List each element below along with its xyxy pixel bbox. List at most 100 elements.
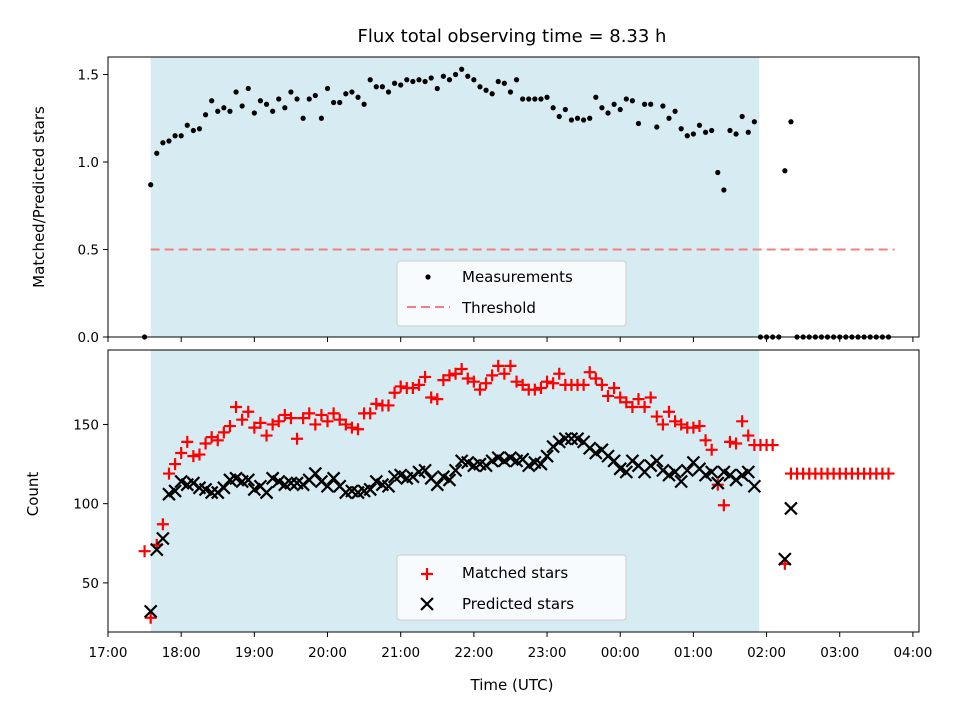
y-axis-label-top: Matched/Predicted stars xyxy=(30,106,48,288)
matched-star-point xyxy=(364,407,377,420)
measurement-point xyxy=(257,98,264,104)
measurement-point xyxy=(654,124,660,130)
measurement-point xyxy=(788,119,794,125)
predicted-star-point xyxy=(747,479,762,494)
predicted-star-point xyxy=(668,465,682,479)
measurement-point xyxy=(702,129,709,135)
x-tick-label: 23:00 xyxy=(528,645,567,661)
predicted-star-point xyxy=(778,552,792,566)
measurement-point xyxy=(324,85,331,92)
measurement-point xyxy=(507,89,514,95)
measurement-point xyxy=(367,77,373,83)
chart-title: Flux total observing time = 8.33 h xyxy=(358,26,667,47)
measurement-point xyxy=(373,84,379,90)
measurement-point xyxy=(233,89,239,95)
y-tick-label: 100 xyxy=(73,497,99,513)
matched-star-point xyxy=(699,434,712,447)
matched-star-point xyxy=(278,408,291,421)
matched-star-point xyxy=(669,415,682,428)
plot-frame-bottom xyxy=(107,349,920,633)
measurement-point xyxy=(471,77,477,83)
matched-star-point xyxy=(388,386,401,399)
flux-ratio-panel: 0.0 0.5 1.0 1.5 Matched/Predicted stars Mea… xyxy=(30,56,920,346)
matched-star-point xyxy=(656,418,669,431)
matched-star-point xyxy=(303,407,316,420)
x-tick-label: 01:00 xyxy=(674,645,713,661)
predicted-star-point xyxy=(418,463,432,478)
legend-marker-predicted xyxy=(420,597,434,611)
measurement-point xyxy=(221,105,227,111)
matched-star-point xyxy=(205,431,218,444)
measurement-point xyxy=(391,80,398,86)
predicted-star-point xyxy=(448,463,463,478)
measurement-point xyxy=(178,133,184,139)
matched-star-point xyxy=(291,432,304,445)
measurement-point xyxy=(526,96,532,102)
measurement-point xyxy=(166,138,172,144)
measurement-point xyxy=(489,91,495,97)
predicted-star-point xyxy=(442,473,457,487)
matched-stars-series xyxy=(138,359,895,624)
measurement-point xyxy=(209,98,215,104)
y-axis-ticks-bottom: 50 100 150 xyxy=(73,417,108,592)
predicted-star-point xyxy=(156,531,170,546)
matched-star-point xyxy=(352,423,365,436)
matched-star-point xyxy=(534,382,547,395)
predicted-star-point xyxy=(430,477,445,492)
matched-star-point xyxy=(272,415,285,428)
predicted-star-point xyxy=(534,457,548,471)
matched-star-point xyxy=(315,408,328,421)
matched-star-point xyxy=(327,407,340,420)
matched-star-point xyxy=(181,435,194,448)
measurement-point xyxy=(306,96,312,102)
predicted-star-point xyxy=(259,485,274,500)
matched-star-point xyxy=(175,446,188,459)
measurement-point xyxy=(574,115,581,121)
measurement-point xyxy=(422,78,428,85)
matched-star-point xyxy=(498,367,511,380)
measurement-point xyxy=(782,168,788,174)
predicted-star-point xyxy=(284,476,298,490)
x-tick-label: 18:00 xyxy=(162,645,201,661)
matched-star-point xyxy=(577,378,590,391)
measurement-point xyxy=(251,110,257,116)
matched-star-point xyxy=(242,405,255,418)
matched-star-point xyxy=(254,416,267,429)
measurement-point xyxy=(440,73,446,79)
x-tick-label: 02:00 xyxy=(747,645,786,661)
measurement-point xyxy=(385,89,392,95)
measurement-point xyxy=(227,108,233,114)
legend-marker-measurements xyxy=(425,274,431,280)
measurement-point xyxy=(172,133,178,139)
matched-star-point xyxy=(541,375,554,388)
matched-star-point xyxy=(309,418,322,431)
measurement-point xyxy=(416,77,422,83)
matched-star-point xyxy=(608,382,621,395)
predicted-star-point xyxy=(363,482,377,497)
measurement-point xyxy=(751,119,757,125)
matched-star-point xyxy=(614,391,627,404)
predicted-stars-series xyxy=(143,431,798,619)
predicted-star-point xyxy=(710,476,725,490)
legend-top: Measurements Threshold xyxy=(396,260,627,327)
measurement-point xyxy=(520,96,526,102)
predicted-star-point xyxy=(607,454,621,468)
matched-star-point xyxy=(553,367,566,380)
matched-star-point xyxy=(492,359,505,372)
measurement-point xyxy=(361,101,367,107)
measurement-point xyxy=(300,115,306,121)
predicted-star-point xyxy=(320,479,335,494)
matched-star-point xyxy=(516,378,529,391)
matched-star-point xyxy=(437,374,450,387)
legend-label-matched: Matched stars xyxy=(462,564,568,582)
y-tick-label: 0.5 xyxy=(78,243,99,259)
measurement-point xyxy=(648,101,654,107)
measurement-point xyxy=(532,96,538,102)
measurement-point xyxy=(263,101,270,107)
measurement-point xyxy=(288,89,294,95)
predicted-star-point xyxy=(704,465,719,479)
measurement-point xyxy=(715,169,721,176)
measurement-point xyxy=(148,182,154,188)
matched-star-point xyxy=(449,367,462,380)
measurement-point xyxy=(196,126,203,132)
